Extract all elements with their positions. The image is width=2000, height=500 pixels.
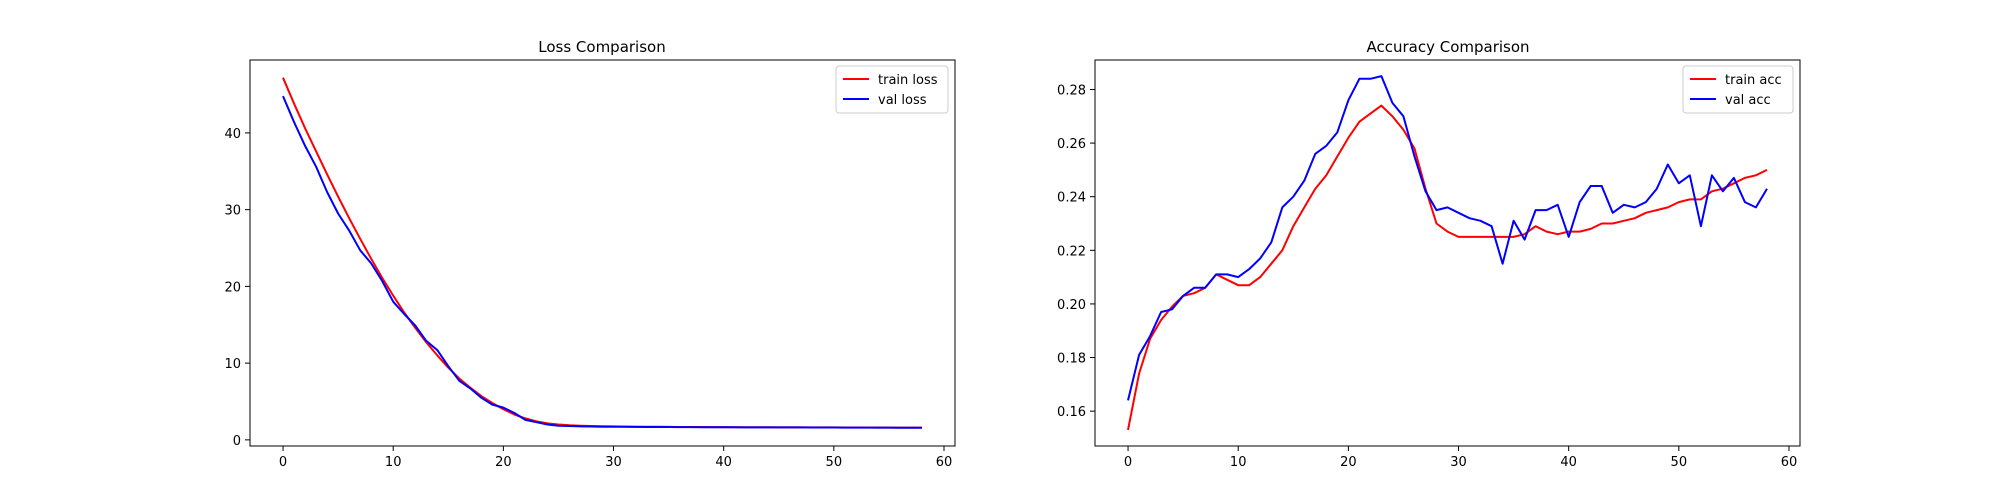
accuracy-x-tick-label: 10 bbox=[1230, 455, 1247, 470]
accuracy-y-tick-label: 0.24 bbox=[1057, 191, 1086, 206]
accuracy-x-tick-label: 60 bbox=[1781, 455, 1798, 470]
loss-y-tick-label: 20 bbox=[224, 280, 241, 295]
series-line-val-acc bbox=[1127, 75, 1768, 401]
accuracy-y-tick-label: 0.28 bbox=[1057, 83, 1086, 98]
accuracy-y-tick-label: 0.26 bbox=[1057, 137, 1086, 152]
legend-label-train-acc: train acc bbox=[1725, 73, 1782, 88]
loss-x-tick-label: 40 bbox=[715, 455, 732, 470]
accuracy-chart: Accuracy Comparison 0 10 20 30 40 50 60 0.16 0.1… bbox=[1057, 38, 1801, 470]
legend-label-val-acc: val acc bbox=[1725, 93, 1771, 108]
accuracy-y-tick-label: 0.16 bbox=[1057, 405, 1086, 420]
loss-x-tick-label: 50 bbox=[826, 455, 843, 470]
accuracy-x-tick-label: 20 bbox=[1340, 455, 1357, 470]
loss-y-tick-label: 40 bbox=[224, 127, 241, 142]
loss-x-tick-label: 0 bbox=[279, 455, 287, 470]
loss-axes-frame bbox=[249, 59, 956, 447]
accuracy-x-tick-label: 0 bbox=[1124, 455, 1132, 470]
accuracy-chart-title: Accuracy Comparison bbox=[1366, 38, 1529, 56]
accuracy-legend: train acc val acc bbox=[1682, 65, 1794, 114]
accuracy-y-tick-label: 0.18 bbox=[1057, 352, 1086, 367]
accuracy-x-tick-label: 40 bbox=[1560, 455, 1577, 470]
accuracy-y-tick-label: 0.22 bbox=[1057, 244, 1086, 259]
series-line-train-acc bbox=[1127, 104, 1768, 431]
accuracy-x-tick-label: 30 bbox=[1450, 455, 1467, 470]
series-line-val-loss bbox=[282, 95, 922, 429]
loss-chart: Loss Comparison 0 10 20 30 40 50 60 0 10 20 30 40 t… bbox=[224, 38, 956, 470]
legend-label-val-loss: val loss bbox=[878, 93, 927, 108]
loss-x-tick-label: 20 bbox=[495, 455, 512, 470]
loss-chart-title: Loss Comparison bbox=[538, 38, 665, 56]
loss-legend: train loss val loss bbox=[835, 65, 949, 114]
loss-x-tick-label: 30 bbox=[605, 455, 622, 470]
legend-label-train-loss: train loss bbox=[878, 73, 938, 88]
accuracy-x-tick-label: 50 bbox=[1671, 455, 1688, 470]
accuracy-y-tick-label: 0.20 bbox=[1057, 298, 1086, 313]
loss-x-tick-label: 60 bbox=[936, 455, 953, 470]
loss-y-tick-label: 0 bbox=[233, 434, 241, 449]
loss-y-tick-label: 30 bbox=[224, 204, 241, 219]
accuracy-legend-box bbox=[1682, 65, 1794, 114]
accuracy-plot-area: 0 10 20 30 40 50 60 0.16 0.18 0.20 0.22 0.24 0.26 0.2… bbox=[1057, 75, 1798, 470]
loss-legend-box bbox=[835, 65, 949, 114]
loss-plot-area: 0 10 20 30 40 50 60 0 10 20 30 40 bbox=[224, 77, 953, 470]
loss-x-tick-label: 10 bbox=[385, 455, 402, 470]
loss-y-tick-label: 10 bbox=[224, 357, 241, 372]
accuracy-axes-frame bbox=[1094, 59, 1801, 447]
